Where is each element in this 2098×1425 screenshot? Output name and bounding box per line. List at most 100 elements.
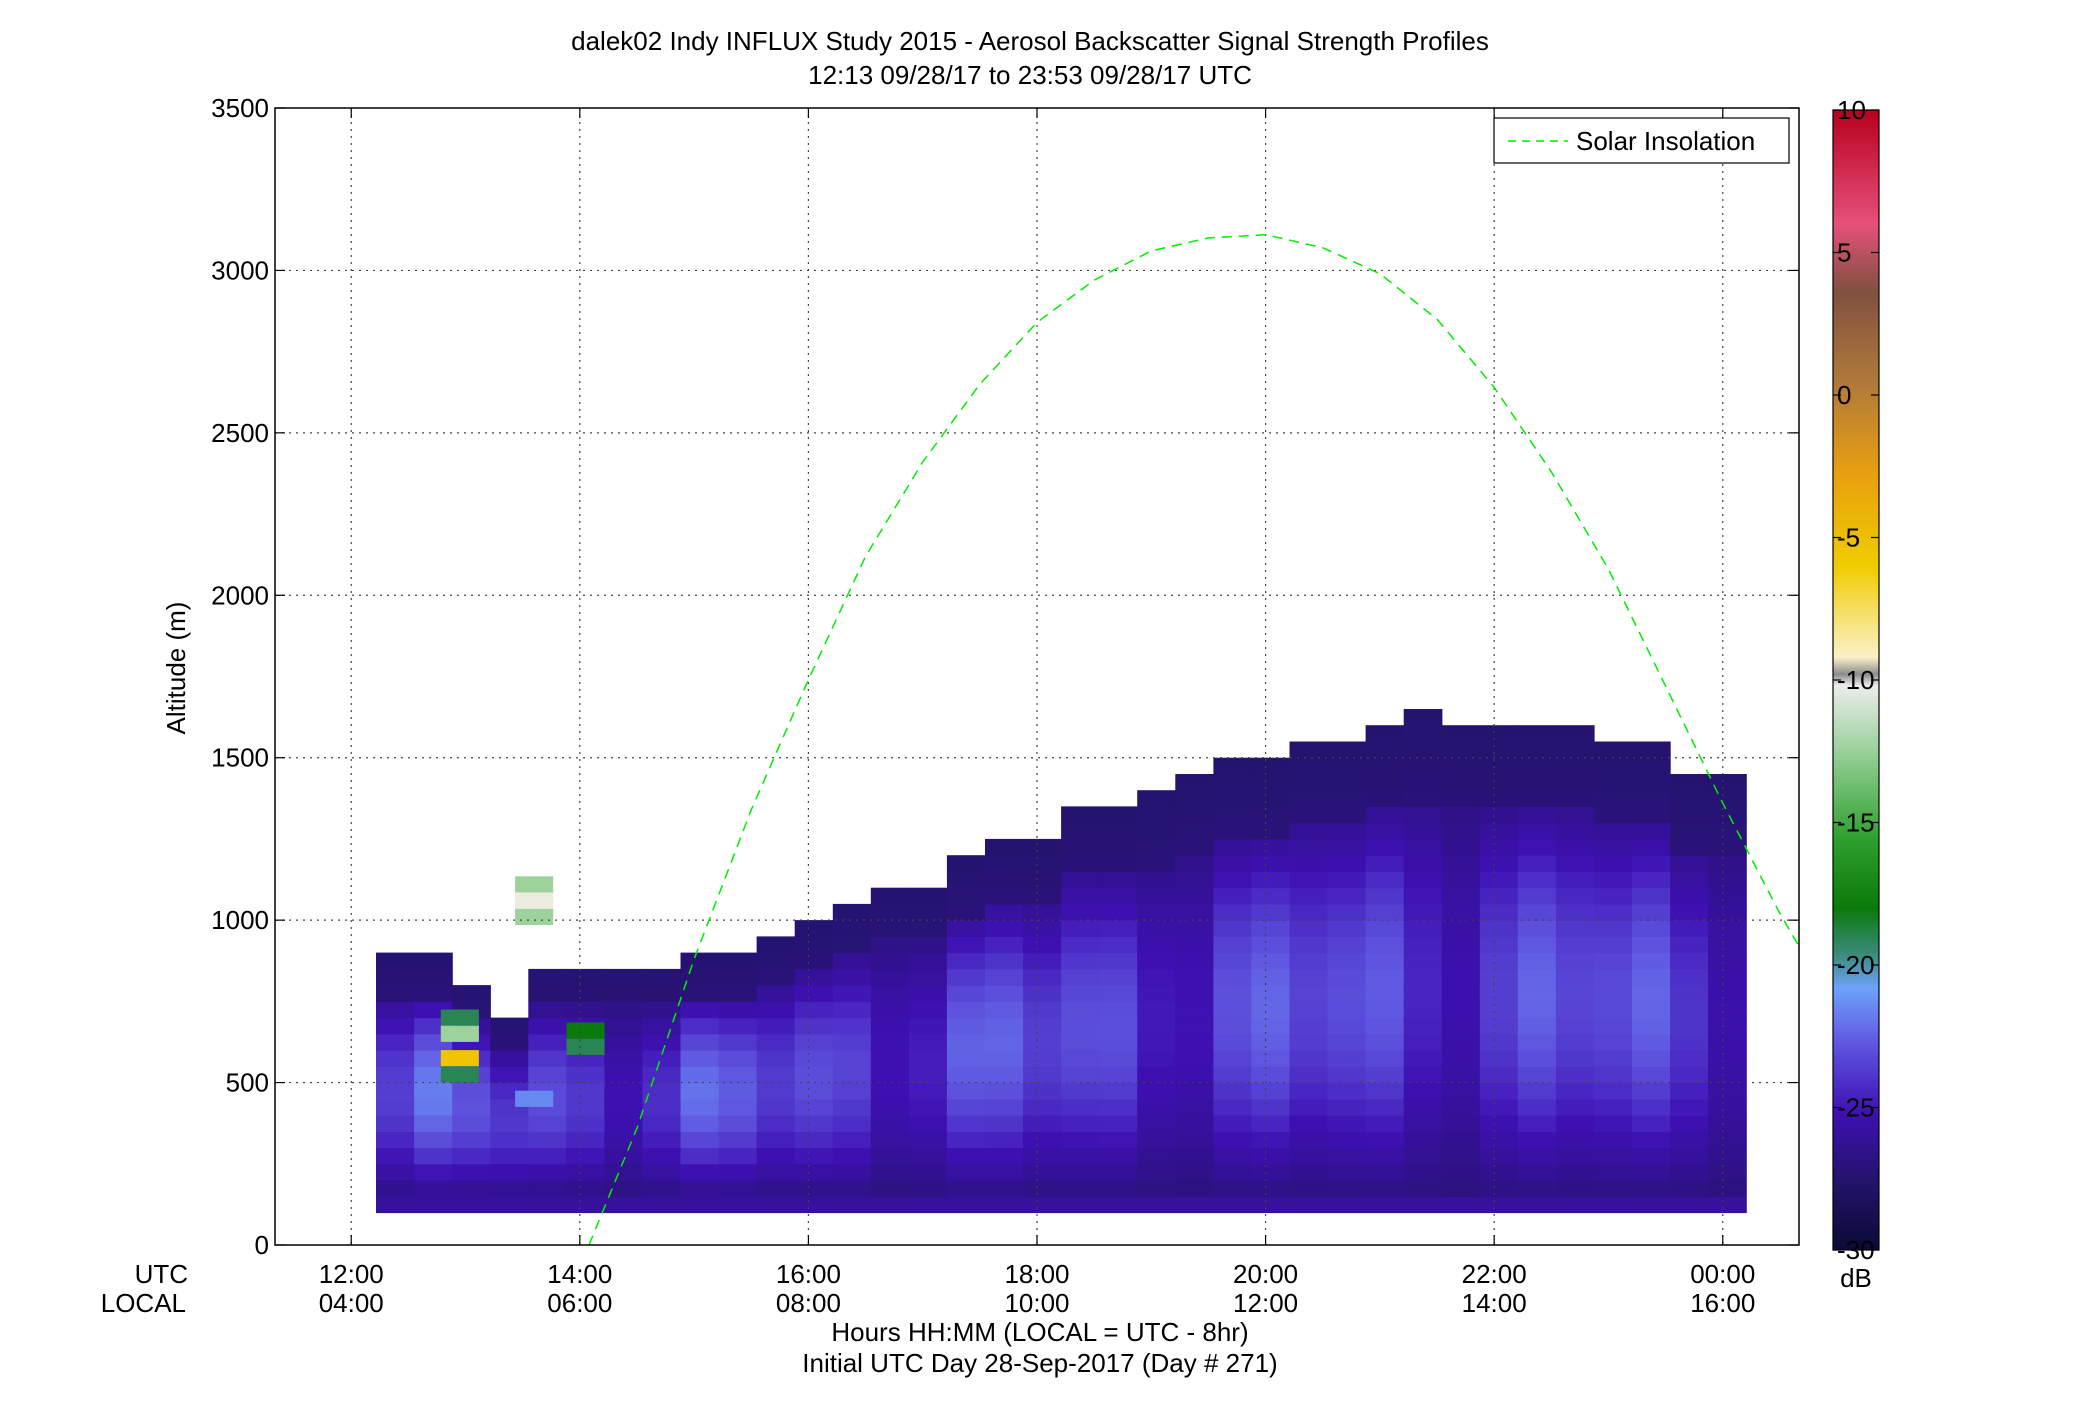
heatmap-cell xyxy=(1251,822,1291,840)
heatmap-cell xyxy=(1403,1017,1443,1035)
heatmap-cell xyxy=(946,1001,986,1019)
colorbar-tick-label: 10 xyxy=(1837,95,1866,125)
heatmap-cell xyxy=(832,903,872,921)
heatmap-cell xyxy=(985,936,1024,954)
colorbar-tick-label: 0 xyxy=(1837,380,1851,410)
heatmap-cell xyxy=(642,1115,682,1132)
heatmap-cell xyxy=(1213,1115,1253,1132)
heatmap-cell xyxy=(1023,1131,1062,1149)
heatmap-cell xyxy=(1137,1017,1176,1035)
heatmap-cell xyxy=(1061,887,1100,905)
heatmap-cell xyxy=(1479,871,1519,889)
heatmap-cell xyxy=(528,1163,567,1181)
heatmap-cell xyxy=(1061,903,1100,921)
heatmap-cell xyxy=(1441,757,1481,775)
heatmap-cell xyxy=(1289,774,1329,791)
x-tick-label-local: 16:00 xyxy=(1690,1288,1755,1318)
heatmap-cell xyxy=(1441,1066,1481,1084)
heatmap-cell xyxy=(756,985,796,1002)
heatmap-cell xyxy=(1023,855,1062,872)
heatmap-cell xyxy=(756,952,796,970)
heatmap-cell xyxy=(1175,1050,1214,1067)
x-tick-label-utc: 18:00 xyxy=(1004,1259,1069,1289)
colorbar-tick-label: -30 xyxy=(1837,1235,1875,1265)
heatmap-cell xyxy=(794,1001,834,1019)
heatmap-cell xyxy=(1441,1017,1481,1035)
heatmap-cell xyxy=(1479,838,1519,856)
heatmap-cell xyxy=(1289,1050,1329,1067)
heatmap-cell xyxy=(1213,1131,1253,1149)
heatmap-cell xyxy=(1061,838,1100,856)
heatmap-cell xyxy=(1708,985,1747,1002)
heatmap-cell xyxy=(604,1001,644,1019)
heatmap-cell xyxy=(832,1033,872,1051)
heatmap-cell xyxy=(1023,1017,1062,1035)
heatmap-cell xyxy=(908,1082,948,1100)
heatmap-cell xyxy=(1670,822,1709,840)
heatmap-cell xyxy=(1517,1131,1557,1149)
heatmap-cell xyxy=(376,1033,415,1051)
heatmap-cell xyxy=(680,985,720,1002)
heatmap-cell xyxy=(1555,741,1595,759)
heatmap-cell xyxy=(1365,855,1405,872)
heatmap-cell xyxy=(870,936,910,954)
heatmap-cell xyxy=(946,1033,986,1051)
heatmap-cell xyxy=(1365,968,1405,986)
heatmap-cell xyxy=(1289,1180,1329,1197)
heatmap-cell xyxy=(528,1001,567,1019)
heatmap-cell xyxy=(1289,1115,1329,1132)
heatmap-cell xyxy=(832,968,872,986)
heatmap-cell xyxy=(1632,952,1671,970)
heatmap-cell xyxy=(1708,1082,1747,1100)
heatmap-cell xyxy=(642,1050,682,1067)
heatmap-cell xyxy=(1365,1115,1405,1132)
heatmap-cell xyxy=(1479,1050,1519,1067)
heatmap-cell xyxy=(680,1050,720,1067)
heatmap-cell xyxy=(1023,838,1062,856)
heatmap-cell xyxy=(718,1001,758,1019)
heatmap-cell xyxy=(490,1180,529,1197)
heatmap-cell xyxy=(1441,1180,1481,1197)
heatmap-cell xyxy=(1479,1033,1519,1051)
heatmap-cell xyxy=(1670,855,1709,872)
heatmap-cell xyxy=(1479,790,1519,807)
heatmap-cell xyxy=(1251,1131,1291,1149)
heatmap-cell xyxy=(1251,1001,1291,1019)
heatmap-cell xyxy=(376,985,415,1002)
heatmap-cell xyxy=(1251,855,1291,872)
solar-insolation-curve xyxy=(588,233,1800,1246)
heatmap-cell xyxy=(1555,968,1595,986)
heatmap-cell xyxy=(528,1196,567,1214)
heatmap-cell xyxy=(566,1001,605,1019)
heatmap-cell xyxy=(718,1163,758,1181)
legend-label: Solar Insolation xyxy=(1576,126,1755,156)
heatmap-cell xyxy=(946,1180,986,1197)
heatmap-cell xyxy=(1137,1033,1176,1051)
heatmap-cell xyxy=(1632,1017,1671,1035)
heatmap-cell xyxy=(1479,855,1519,872)
heatmap-cell xyxy=(1708,1163,1747,1181)
heatmap-cell xyxy=(1517,1115,1557,1132)
heatmap-cell xyxy=(718,952,758,970)
heatmap-outlier-cell xyxy=(440,1025,479,1042)
heatmap-cell xyxy=(528,1033,567,1051)
heatmap-cell xyxy=(1251,920,1291,937)
heatmap-cell xyxy=(1365,822,1405,840)
heatmap-cell xyxy=(1594,1163,1633,1181)
heatmap-cell xyxy=(1327,903,1367,921)
heatmap-cell xyxy=(1365,1163,1405,1181)
heatmap-cell xyxy=(1479,952,1519,970)
heatmap-cell xyxy=(1061,1196,1100,1214)
heatmap-cell xyxy=(1632,1033,1671,1051)
heatmap-cell xyxy=(642,1017,682,1035)
heatmap-cell xyxy=(490,1033,529,1051)
heatmap-cell xyxy=(1365,871,1405,889)
heatmap-cell xyxy=(1175,774,1214,791)
heatmap-cell xyxy=(1708,903,1747,921)
heatmap-cell xyxy=(1365,952,1405,970)
heatmap-cell xyxy=(1023,968,1062,986)
heatmap-cell xyxy=(1327,887,1367,905)
heatmap-cell xyxy=(1023,952,1062,970)
heatmap-cell xyxy=(1289,887,1329,905)
heatmap-cell xyxy=(718,1147,758,1165)
